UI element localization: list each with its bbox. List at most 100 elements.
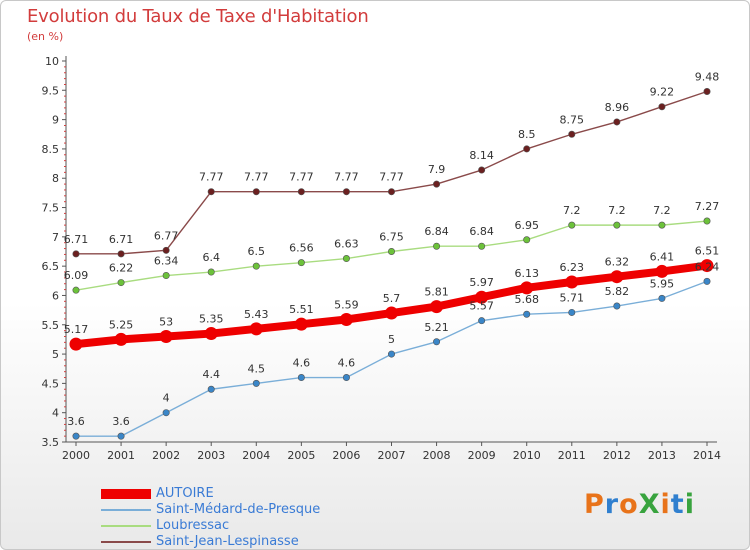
- x-tick-label: 2006: [332, 449, 360, 462]
- logo-letter: X: [638, 489, 661, 520]
- y-tick-label: 3.5: [42, 436, 60, 449]
- data-point: [523, 145, 531, 153]
- data-point: [249, 322, 263, 336]
- data-label: 6.84: [424, 225, 449, 238]
- y-tick-label: 9.5: [42, 84, 60, 97]
- data-point: [162, 272, 170, 280]
- data-point: [433, 242, 441, 250]
- data-point: [655, 264, 669, 278]
- y-tick-label: 8: [52, 172, 59, 185]
- data-point: [433, 338, 441, 346]
- data-label: 6.51: [695, 245, 720, 258]
- data-point: [658, 294, 666, 302]
- data-label: 7.2: [653, 204, 671, 217]
- legend-item: Loubressac: [101, 518, 361, 534]
- data-label: 4.6: [338, 357, 356, 370]
- data-point: [387, 188, 395, 196]
- data-point: [565, 275, 579, 289]
- data-point: [117, 432, 125, 440]
- data-label: 9.22: [650, 86, 675, 99]
- data-label: 6.71: [64, 233, 89, 246]
- data-label: 6.34: [154, 255, 179, 268]
- legend-item: Saint-Jean-Lespinasse: [101, 534, 361, 549]
- data-point: [385, 306, 398, 320]
- x-tick-label: 2003: [197, 449, 225, 462]
- data-label: 6.95: [514, 219, 539, 232]
- data-point: [387, 248, 395, 256]
- data-label: 5.71: [560, 291, 585, 304]
- data-label: 7.77: [379, 171, 404, 184]
- data-label: 5.35: [199, 313, 224, 326]
- legend-label: Loubressac: [156, 518, 230, 533]
- data-label: 6.84: [469, 225, 494, 238]
- y-tick-label: 7.5: [42, 202, 60, 215]
- data-point: [610, 270, 624, 284]
- data-label: 8.96: [605, 101, 630, 114]
- data-point: [475, 290, 489, 304]
- data-point: [252, 379, 260, 387]
- data-point: [568, 221, 576, 229]
- data-point: [342, 188, 350, 196]
- data-label: 4.4: [202, 368, 220, 381]
- data-point: [433, 180, 441, 188]
- data-point: [613, 302, 621, 310]
- y-tick-label: 4: [52, 407, 59, 420]
- data-point: [523, 236, 531, 244]
- data-label: 9.48: [695, 70, 720, 83]
- x-tick-label: 2004: [242, 449, 270, 462]
- data-point: [568, 130, 576, 138]
- legend-swatch: [101, 541, 151, 543]
- data-point: [520, 281, 534, 295]
- data-label: 6.32: [605, 256, 630, 269]
- data-point: [568, 308, 576, 316]
- x-tick-label: 2014: [693, 449, 721, 462]
- data-label: 6.56: [289, 242, 314, 255]
- data-point: [478, 242, 486, 250]
- data-label: 6.22: [109, 262, 134, 275]
- x-tick-label: 2001: [107, 449, 135, 462]
- data-label: 7.77: [244, 171, 269, 184]
- data-point: [478, 166, 486, 174]
- data-label: 7.2: [608, 204, 626, 217]
- data-point: [207, 385, 215, 393]
- data-point: [339, 312, 353, 326]
- data-point: [297, 374, 305, 382]
- data-point: [613, 221, 621, 229]
- data-label: 5.82: [605, 285, 630, 298]
- legend-label: AUTOIRE: [156, 486, 214, 501]
- data-point: [703, 217, 711, 225]
- legend-swatch: [101, 525, 151, 527]
- data-point: [703, 87, 711, 95]
- data-label: 6.4: [202, 251, 220, 264]
- data-point: [658, 103, 666, 111]
- logo-letter: t: [670, 489, 685, 520]
- data-point: [703, 277, 711, 285]
- data-point: [294, 317, 308, 331]
- data-point: [252, 262, 260, 270]
- data-label: 3.6: [112, 415, 130, 428]
- data-label: 4.6: [293, 357, 311, 370]
- data-point: [159, 329, 173, 343]
- data-label: 6.24: [695, 260, 720, 273]
- chart-title: Evolution du Taux de Taxe d'Habitation: [27, 6, 369, 27]
- data-point: [297, 259, 305, 267]
- data-label: 5.68: [514, 293, 539, 306]
- data-point: [342, 374, 350, 382]
- data-label: 7.77: [199, 171, 224, 184]
- data-point: [297, 188, 305, 196]
- data-point: [658, 221, 666, 229]
- x-tick-label: 2007: [378, 449, 406, 462]
- proxiti-logo: ProXiti: [584, 489, 695, 520]
- legend-item: AUTOIRE: [101, 486, 361, 502]
- data-point: [162, 246, 170, 254]
- data-point: [342, 255, 350, 263]
- data-label: 7.77: [289, 171, 314, 184]
- legend-label: Saint-Jean-Lespinasse: [156, 534, 299, 549]
- logo-letter: o: [619, 489, 639, 520]
- data-point: [72, 432, 80, 440]
- data-label: 7.2: [563, 204, 581, 217]
- data-point: [613, 118, 621, 126]
- data-label: 6.5: [248, 245, 266, 258]
- data-label: 6.09: [64, 269, 89, 282]
